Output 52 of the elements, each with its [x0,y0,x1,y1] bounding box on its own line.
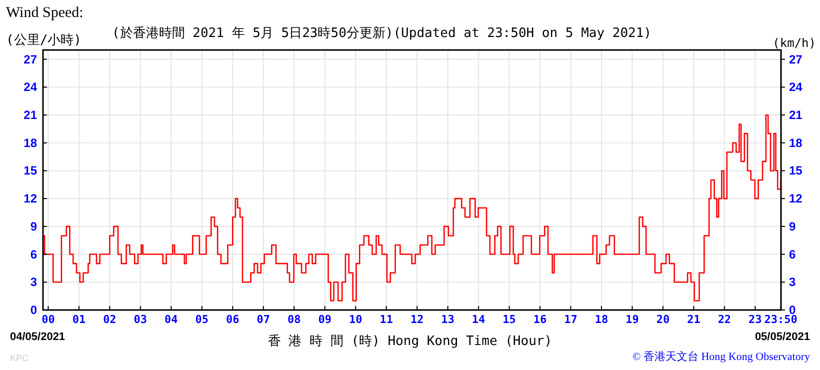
y2-tick-label: 6 [789,247,796,262]
x-tick-label: 04 [164,313,178,326]
x-tick-label: 18 [594,313,608,326]
y-tick-label: 21 [24,108,38,122]
y2-tick-label: 3 [789,275,796,290]
x-tick-label: 14 [472,313,486,326]
x-axis-title: 香 港 時 間 (時) Hong Kong Time (Hour) [268,334,552,349]
y2-tick-label: 24 [789,80,803,94]
y2-tick-label: 12 [789,192,803,206]
y-tick-label: 27 [24,52,38,66]
y2-tick-label: 15 [789,164,803,178]
x-tick-label: 20 [656,313,670,326]
y-tick-label: 12 [24,192,38,206]
y-tick-label: 0 [30,303,38,317]
y-tick-label: 3 [30,275,38,290]
x-tick-label: 16 [533,313,548,326]
chart-title: Wind Speed: [6,5,84,21]
y-tick-label: 6 [30,247,38,262]
x-tick-label: 23 [748,313,762,326]
x-tick-label: 03 [134,313,148,326]
x-tick-label: 13 [441,313,454,326]
x-tick-label: 15 [502,313,516,326]
x-tick-label: 07 [256,313,270,326]
y-tick-label: 15 [24,164,38,178]
x-tick-label: 21 [687,313,701,326]
x-tick-label: 19 [626,313,639,326]
x-tick-label: 17 [564,313,578,326]
y2-tick-label: 21 [789,108,803,122]
y-tick-label: 24 [24,80,38,94]
y2-tick-label: 27 [789,52,803,66]
y2-tick-label: 9 [789,219,796,234]
x-tick-label: 02 [103,313,116,326]
x-tick-label: 00 [42,313,55,326]
y2-tick-label: 18 [789,136,803,150]
x-tick-label: 11 [380,313,394,326]
y-axis-title: (公里/小時) [6,33,82,48]
x-tick-label: 12 [410,313,424,326]
text: 04/05/2021 [10,331,66,343]
x-tick-label: 22 [718,313,732,326]
x-tick-label: 01 [72,313,86,326]
y2-axis-title: (km/h) [772,36,816,50]
x-tick-label: 06 [226,313,240,326]
x-tick-label: 23:50 [764,313,798,326]
chart-subtitle: (於香港時間 2021 年 5月 5日23時50分更新)(Updated at 23:50H on 5 May 2021) [112,26,652,41]
x-tick-label: 09 [318,313,332,326]
y-tick-label: 9 [30,219,38,234]
y-tick-label: 18 [24,136,38,150]
x-tick-label: 08 [288,313,301,326]
text: © 香港天文台 Hong Kong Observatory [632,350,810,363]
text: 05/05/2021 [754,331,810,343]
x-tick-label: 05 [195,313,209,326]
x-tick-label: 10 [348,313,362,326]
